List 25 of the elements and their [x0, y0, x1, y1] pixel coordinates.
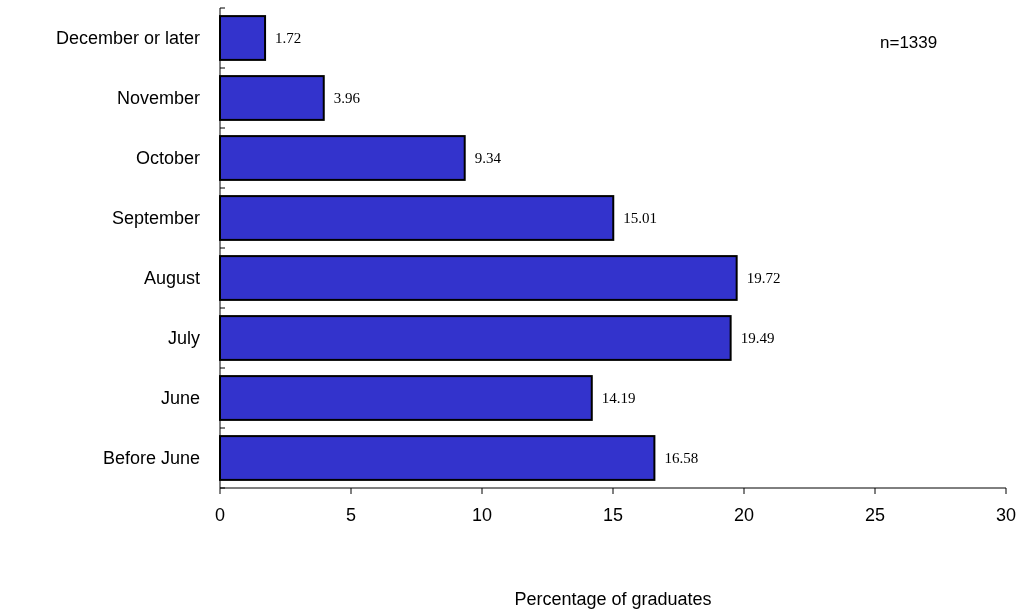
data-label: 15.01 [623, 210, 658, 226]
x-tick-label: 30 [995, 505, 1017, 525]
y-tick-label: December or later [55, 28, 200, 48]
y-tick-label: November [116, 88, 200, 108]
data-label: 16.58 [664, 450, 699, 466]
y-tick-label: October [135, 148, 200, 168]
x-tick-label: 0 [214, 505, 226, 525]
x-tick-label: 20 [733, 505, 755, 525]
y-tick-label: Before June [102, 448, 200, 468]
y-tick-label: July [167, 328, 200, 348]
x-axis-title: Percentage of graduates [514, 589, 712, 609]
data-label: 3.96 [333, 90, 361, 106]
y-tick-label: August [143, 268, 200, 288]
data-label: 1.72 [275, 30, 302, 46]
y-tick-label: June [160, 388, 200, 408]
x-tick-label: 15 [602, 505, 624, 525]
y-tick-label: September [111, 208, 200, 228]
x-tick-label: 25 [864, 505, 886, 525]
x-tick-label: 10 [471, 505, 493, 525]
x-tick-label: 5 [345, 505, 357, 525]
data-label: 19.72 [746, 270, 781, 286]
data-label: 9.34 [474, 150, 502, 166]
data-label: 19.49 [740, 330, 775, 346]
data-label: 14.19 [601, 390, 636, 406]
annotation: n=1339 [880, 33, 938, 52]
